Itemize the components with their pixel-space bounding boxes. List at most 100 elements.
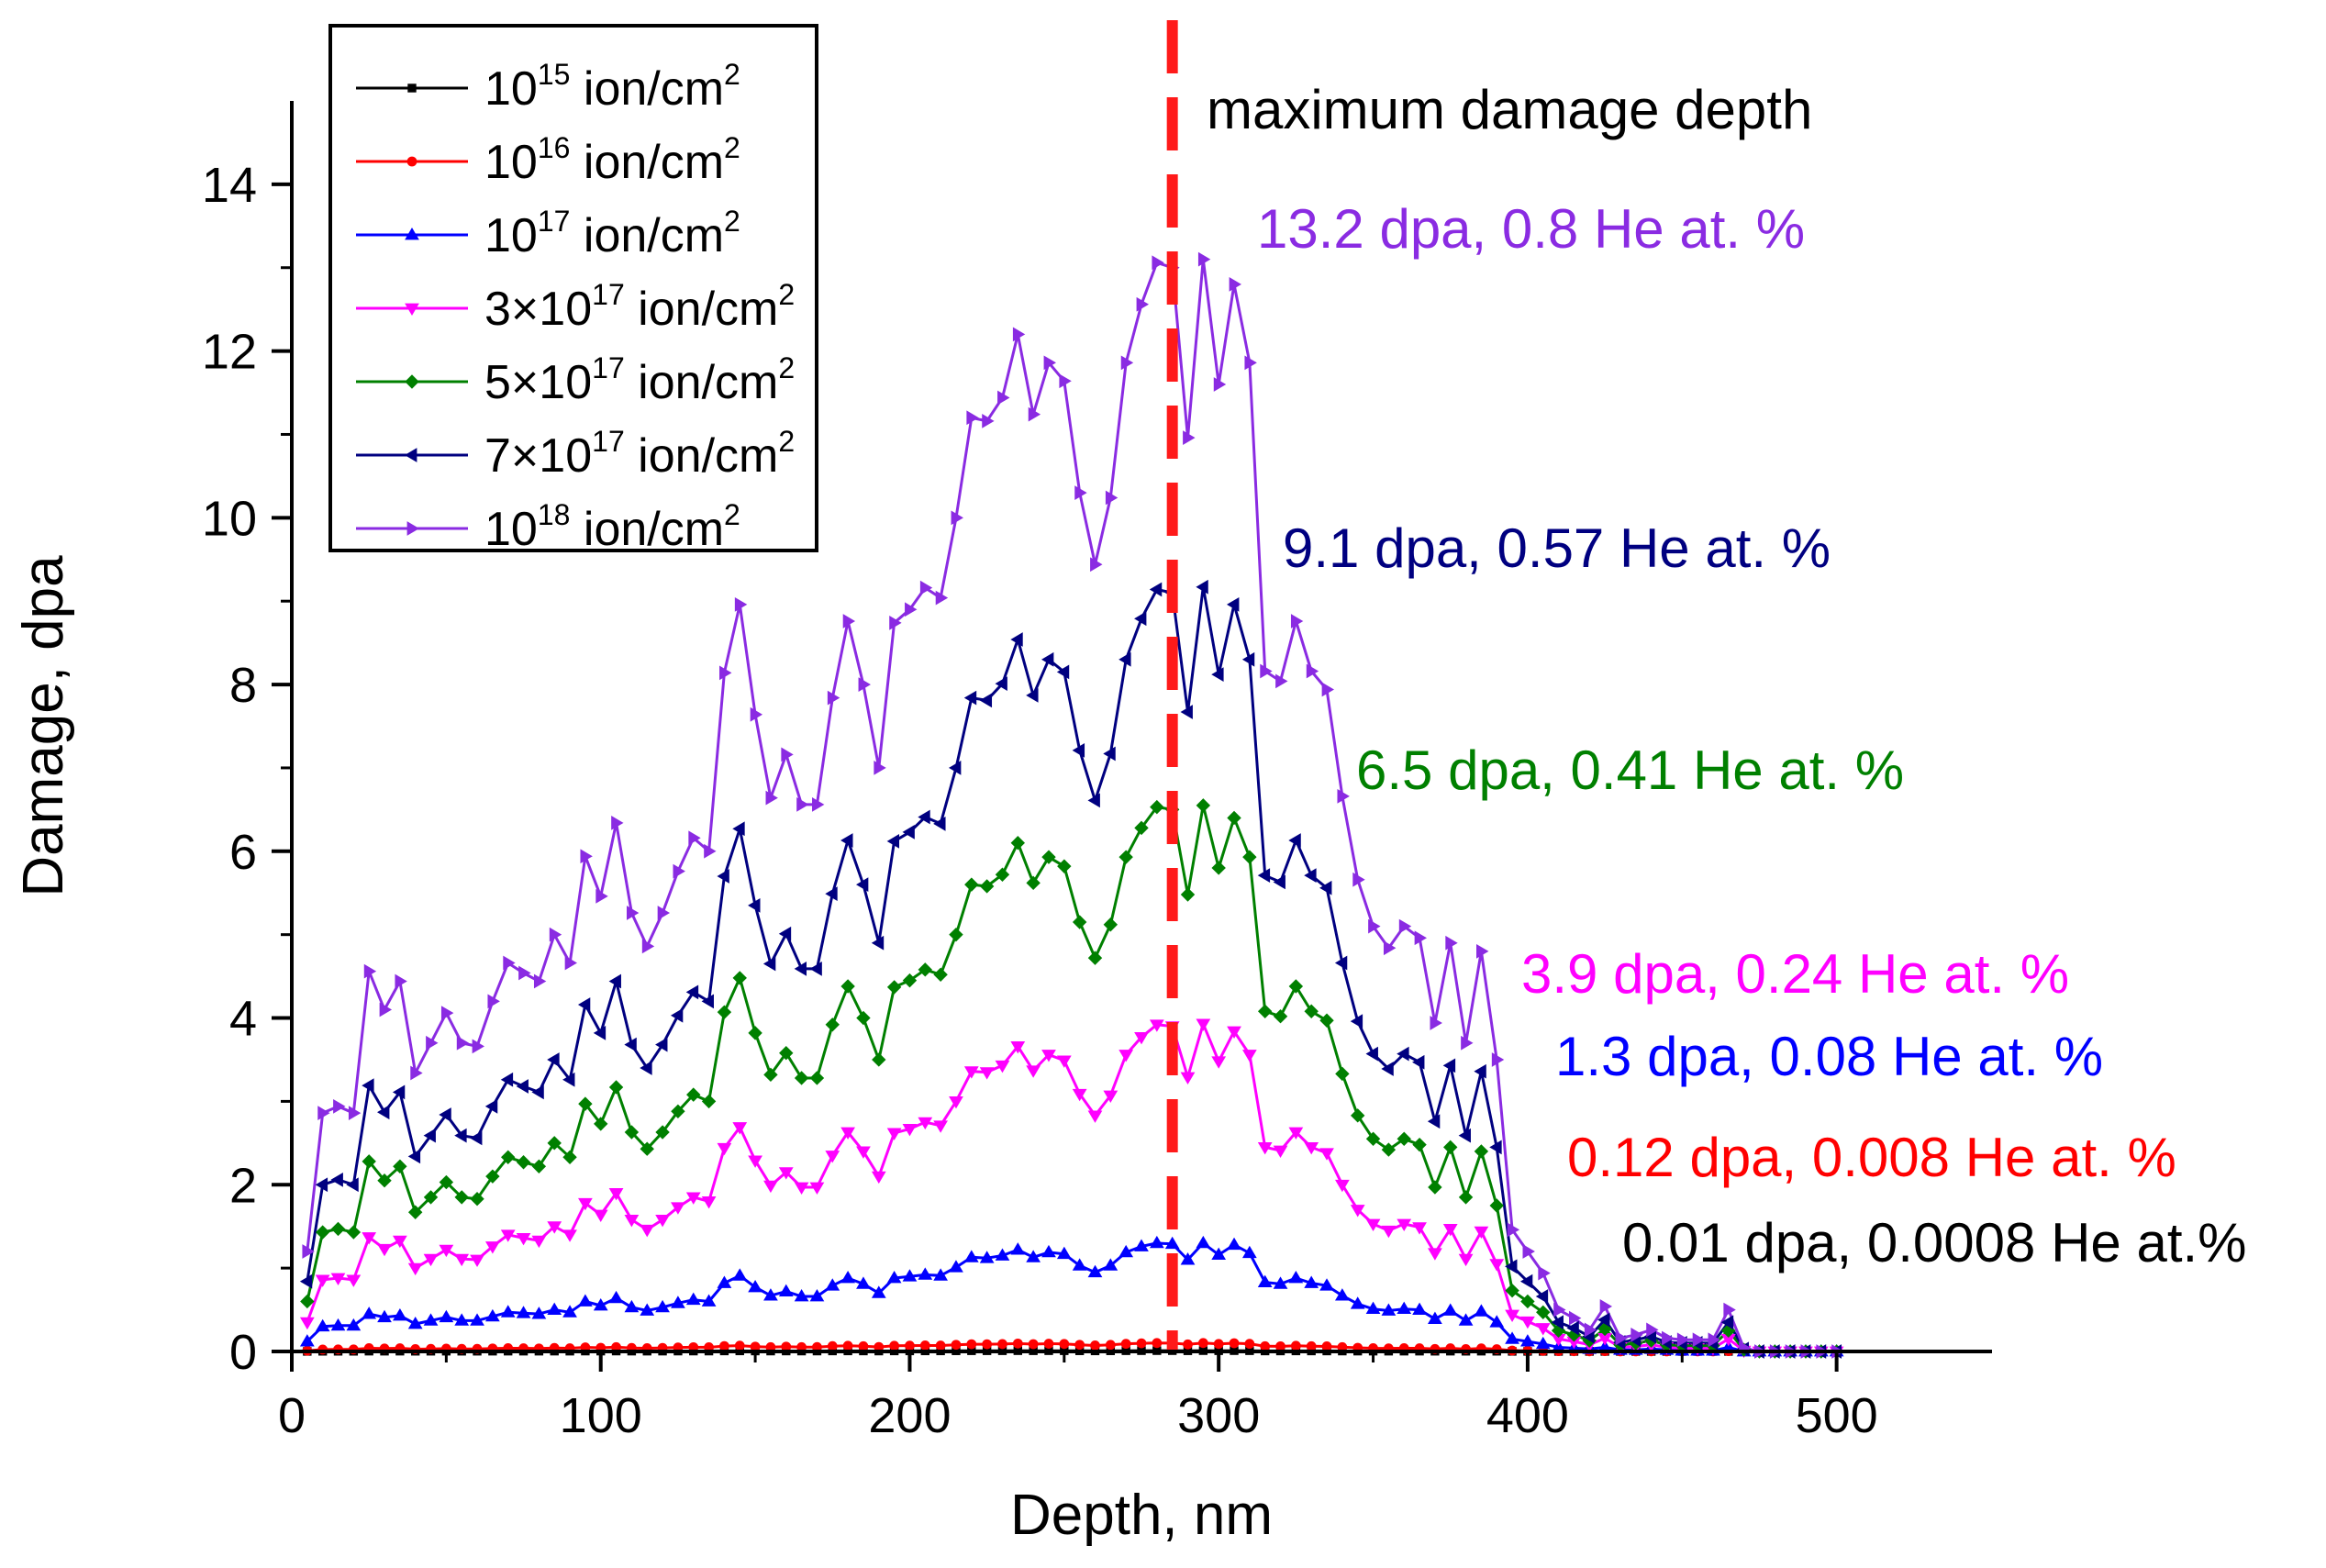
data-point [608, 1290, 624, 1304]
data-point [1337, 788, 1350, 804]
data-point [1553, 1302, 1566, 1318]
data-point [1241, 1050, 1257, 1062]
x-tick-label: 0 [278, 1388, 306, 1443]
data-point [1334, 955, 1348, 971]
legend-label: 1017 ion/cm2 [484, 205, 740, 262]
data-point [778, 1284, 794, 1296]
data-point [1319, 1013, 1334, 1028]
data-point [1412, 1137, 1427, 1152]
data-point [640, 1303, 655, 1316]
data-point [1397, 1046, 1409, 1062]
y-tick-label: 4 [229, 992, 257, 1047]
data-point [346, 1225, 362, 1240]
data-point [1273, 874, 1285, 890]
data-point [1056, 664, 1070, 680]
data-point [1072, 1088, 1087, 1102]
data-point [840, 1271, 855, 1284]
data-point [1090, 557, 1103, 573]
data-point [1412, 1222, 1427, 1235]
data-point [1304, 868, 1317, 884]
legend-marker [406, 156, 417, 167]
data-point [1090, 1340, 1100, 1351]
series-points-5 [299, 579, 1842, 1359]
data-point [963, 1250, 979, 1262]
data-point [1489, 1140, 1502, 1155]
data-point [670, 1007, 684, 1023]
data-point [562, 1229, 577, 1242]
data-point [439, 1244, 454, 1258]
data-point [426, 1035, 439, 1051]
data-point [1152, 255, 1164, 271]
x-tick-label: 300 [1177, 1388, 1260, 1443]
data-point [1087, 1110, 1103, 1123]
data-point [1010, 836, 1026, 851]
data-point [1365, 1131, 1381, 1146]
data-point [717, 1275, 732, 1288]
data-point [1180, 1072, 1196, 1085]
data-point [1288, 1271, 1304, 1284]
data-point [1365, 1218, 1381, 1231]
data-point [719, 665, 732, 681]
data-point [1260, 1340, 1271, 1351]
data-point [886, 834, 900, 849]
annotation-7e17: 9.1 dpa, 0.57 He at. % [1283, 517, 1831, 579]
y-tick-label: 10 [202, 491, 257, 546]
y-axis-title: Damage, dpa [12, 555, 75, 897]
data-point [809, 1289, 825, 1302]
data-point [410, 1065, 423, 1081]
data-point [423, 1128, 436, 1143]
data-point [1244, 1339, 1255, 1350]
data-point [1087, 951, 1103, 965]
data-point [1412, 1054, 1425, 1070]
data-point [1381, 1062, 1394, 1076]
data-point [454, 1128, 467, 1143]
data-point [982, 1339, 993, 1350]
data-point [1056, 1055, 1072, 1068]
data-point [1213, 1339, 1224, 1350]
data-point [1150, 799, 1164, 815]
data-point [825, 1018, 840, 1032]
data-point [856, 1010, 871, 1026]
x-tick-label: 500 [1796, 1388, 1878, 1443]
data-point [858, 1340, 869, 1351]
data-point [333, 1098, 346, 1114]
data-point [1196, 579, 1208, 595]
data-point [1196, 798, 1211, 813]
data-point [902, 973, 918, 988]
data-point [902, 1123, 918, 1137]
data-point [593, 1209, 608, 1222]
data-point [1599, 1299, 1613, 1314]
data-point [1319, 1278, 1334, 1291]
data-point [1196, 1018, 1211, 1031]
series-line-3 [306, 1022, 1837, 1353]
data-point [1242, 850, 1257, 864]
annotation-5e17: 6.5 dpa, 0.41 He at. % [1356, 740, 1904, 801]
data-point [1520, 1316, 1535, 1329]
data-point [842, 614, 856, 628]
data-point [640, 1061, 652, 1075]
data-point [825, 1151, 840, 1163]
data-point [905, 602, 918, 617]
data-point [717, 1005, 732, 1019]
data-point [1304, 1141, 1319, 1155]
legend-label: 3×1017 ion/cm2 [484, 278, 795, 336]
data-point [1381, 1142, 1397, 1157]
data-point [487, 994, 500, 1009]
y-tick-label: 12 [202, 325, 257, 380]
data-point [577, 997, 591, 1012]
data-point [641, 939, 655, 954]
data-point [1458, 1190, 1474, 1205]
legend-entry: 1017 ion/cm2 [356, 205, 740, 262]
data-point [346, 1318, 362, 1331]
data-point [1120, 1339, 1131, 1350]
data-point [1136, 296, 1149, 312]
data-point [1227, 1026, 1241, 1040]
legend-marker [405, 303, 419, 316]
data-point [732, 1268, 748, 1281]
data-point [1505, 1309, 1519, 1323]
data-point [1134, 1032, 1149, 1045]
data-point [578, 1197, 593, 1211]
data-point [1059, 1339, 1070, 1350]
data-point [346, 1177, 359, 1193]
data-point [1334, 1288, 1350, 1301]
